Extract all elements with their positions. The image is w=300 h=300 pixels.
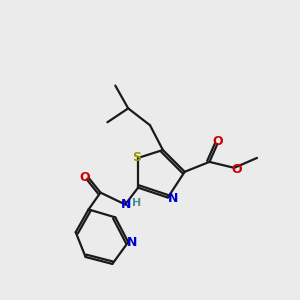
Text: S: S <box>132 152 141 164</box>
Text: O: O <box>231 163 242 176</box>
Text: O: O <box>212 135 223 148</box>
Text: O: O <box>79 171 90 184</box>
Text: N: N <box>121 198 131 211</box>
Text: H: H <box>133 199 142 208</box>
Text: N: N <box>127 236 137 249</box>
Text: N: N <box>168 192 178 205</box>
